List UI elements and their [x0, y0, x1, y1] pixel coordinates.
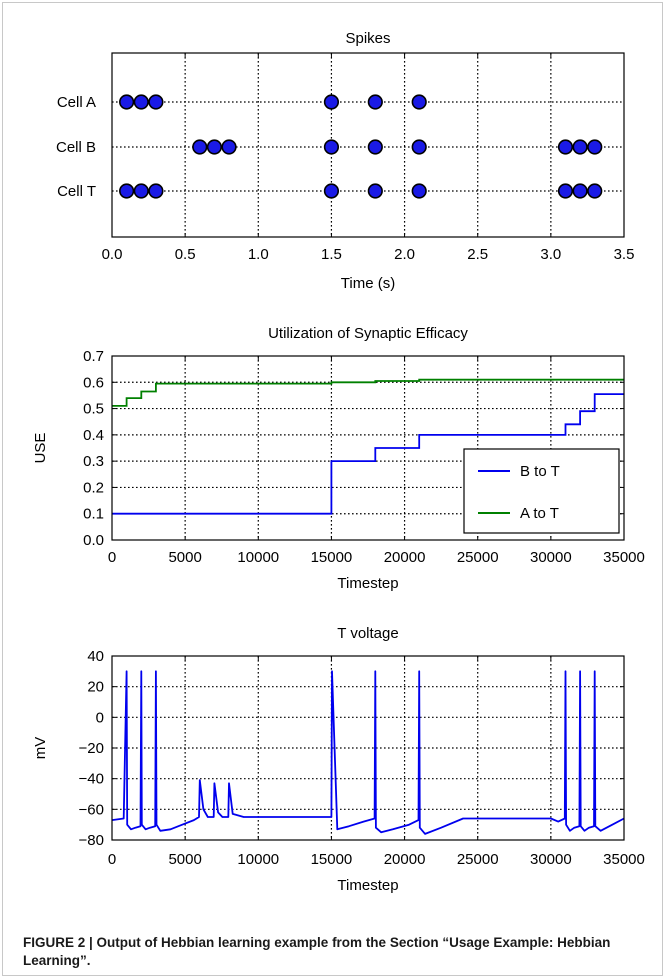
spike-marker [323, 183, 340, 199]
voltage-title: T voltage [337, 625, 398, 642]
voltage-xlabel: Timestep [337, 877, 398, 894]
spike-marker [323, 139, 340, 155]
spikes-tick-label-x: 3.5 [614, 246, 635, 263]
use-tick-label-y: 0.6 [83, 374, 104, 391]
spikes-tick-label-x: 0.0 [102, 246, 123, 263]
spikes-tick-label-x: 0.5 [175, 246, 196, 263]
voltage-tick-label-y: −60 [79, 801, 104, 818]
use-tick-label-x: 15000 [311, 549, 353, 566]
spikes-row-label: Cell B [56, 139, 96, 156]
use-tick-label-y: 0.2 [83, 479, 104, 496]
spikes-title: Spikes [345, 30, 390, 47]
figure-caption: FIGURE 2 | Output of Hebbian learning ex… [23, 935, 611, 968]
voltage-ylabel: mV [32, 737, 49, 760]
spikes-row-label: Cell T [57, 183, 96, 200]
voltage-tick-label-x: 20000 [384, 851, 426, 868]
spike-marker [367, 94, 383, 110]
spike-marker [367, 183, 383, 199]
use-tick-label-x: 20000 [384, 549, 426, 566]
use-title: Utilization of Synaptic Efficacy [268, 325, 468, 342]
voltage-tick-label-x: 5000 [168, 851, 201, 868]
spike-marker [323, 94, 340, 110]
use-tick-label-x: 10000 [237, 549, 279, 566]
use-tick-label-x: 25000 [457, 549, 499, 566]
spike-marker [148, 94, 164, 110]
voltage-tick-label-x: 25000 [457, 851, 499, 868]
spike-marker [119, 183, 135, 199]
use-series-line [112, 378, 624, 407]
spikes-tick-label-x: 3.0 [540, 246, 561, 263]
use-tick-label-y: 0.3 [83, 453, 104, 470]
spike-marker [192, 139, 208, 155]
voltage-tick-label-y: 40 [87, 648, 104, 665]
voltage-tick-label-y: −20 [79, 740, 104, 757]
spike-marker [572, 183, 588, 199]
use-legend-label: A to T [520, 505, 559, 522]
spike-marker [411, 94, 427, 110]
voltage-tick-label-x: 35000 [603, 851, 645, 868]
use-tick-label-x: 5000 [168, 549, 201, 566]
use-tick-label-y: 0.5 [83, 401, 104, 418]
spikes-axes-frame [111, 52, 625, 238]
use-tick-label-x: 35000 [603, 549, 645, 566]
spikes-row-label: Cell A [57, 94, 96, 111]
spikes-tick-label-x: 2.5 [467, 246, 488, 263]
spike-marker [133, 183, 149, 199]
spike-marker [572, 139, 588, 155]
voltage-tick-label-y: −40 [79, 771, 104, 788]
spike-marker [206, 139, 222, 155]
use-tick-label-x: 0 [108, 549, 116, 566]
spike-marker [148, 183, 164, 199]
voltage-tick-label-y: −80 [79, 832, 104, 849]
use-series-line [112, 393, 624, 515]
spike-marker [557, 139, 574, 155]
spike-marker [411, 139, 427, 155]
use-tick-label-x: 30000 [530, 549, 572, 566]
voltage-tick-label-x: 0 [108, 851, 116, 868]
spike-marker [587, 183, 603, 199]
voltage-tick-label-y: 20 [87, 679, 104, 696]
spikes-tick-label-x: 1.5 [321, 246, 342, 263]
use-tick-label-y: 0.7 [83, 348, 104, 365]
spike-marker [587, 139, 603, 155]
spike-marker [557, 183, 574, 199]
spike-marker [367, 139, 383, 155]
voltage-tick-label-y: 0 [96, 709, 104, 726]
use-xlabel: Timestep [337, 575, 398, 592]
spike-marker [133, 94, 149, 110]
use-tick-label-y: 0.0 [83, 532, 104, 549]
use-ylabel: USE [32, 433, 49, 464]
voltage-series-line [111, 670, 625, 835]
spikes-tick-label-x: 1.0 [248, 246, 269, 263]
spikes-xlabel: Time (s) [341, 275, 395, 292]
voltage-tick-label-x: 30000 [530, 851, 572, 868]
voltage-tick-label-x: 10000 [237, 851, 279, 868]
voltage-axes-frame [111, 655, 625, 841]
spike-marker [411, 183, 427, 199]
use-legend-label: B to T [520, 463, 560, 480]
voltage-tick-label-x: 15000 [311, 851, 353, 868]
use-legend-box [463, 448, 620, 534]
spikes-tick-label-x: 2.0 [394, 246, 415, 263]
spike-marker [119, 94, 135, 110]
figure-charts: 0.0 0.5 1.0 1.5 2.0 2.5 3.0 3.5 Cell A Cell B Cell… [32, 30, 645, 894]
use-tick-label-y: 0.4 [83, 427, 104, 444]
use-tick-label-y: 0.1 [83, 506, 104, 523]
use-axes-frame [111, 355, 625, 541]
spike-marker [221, 139, 237, 155]
